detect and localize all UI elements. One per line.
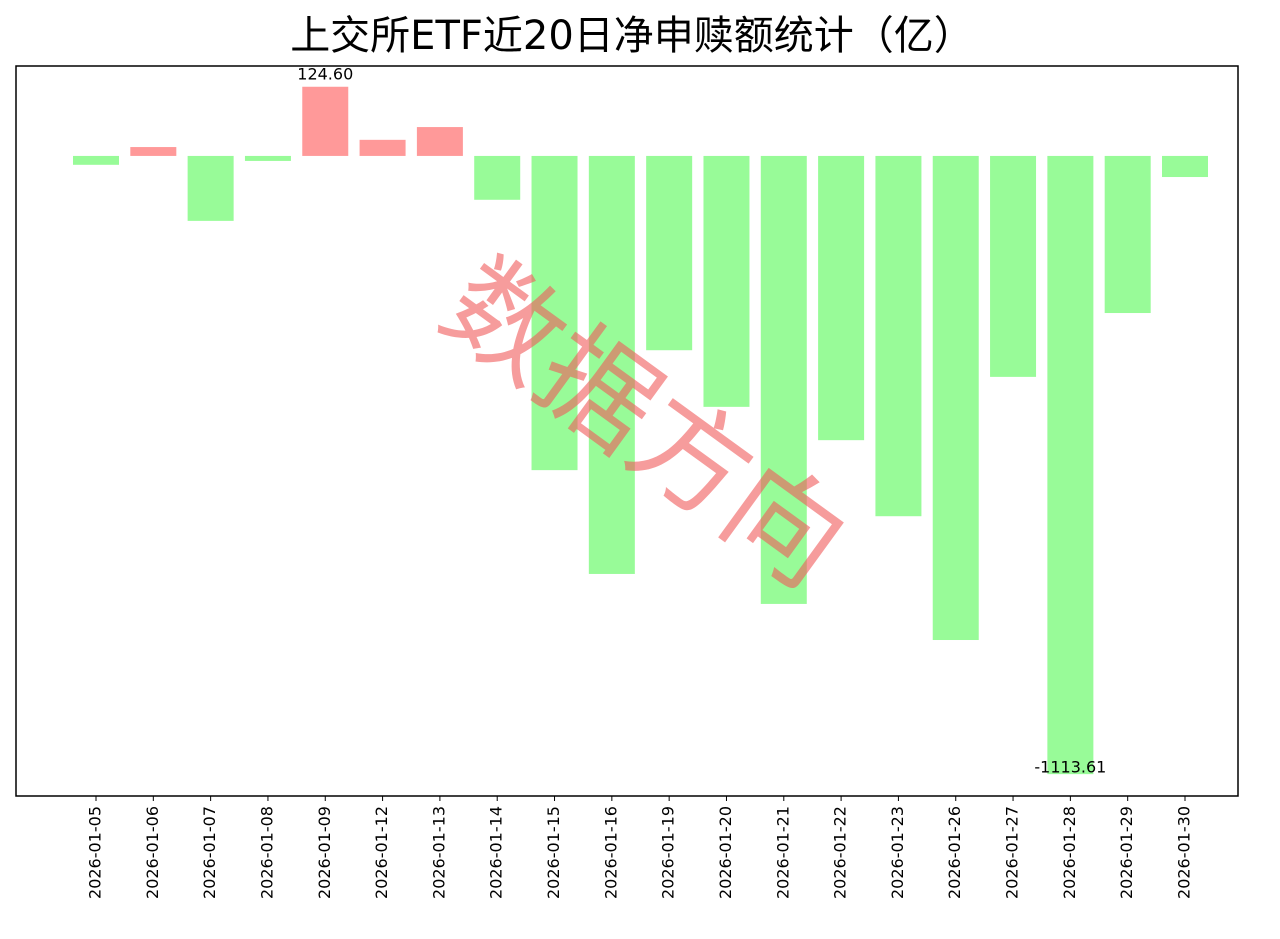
- x-tick-label: 2026-01-16: [601, 806, 620, 899]
- x-tick-label: 2026-01-12: [372, 806, 391, 899]
- bar: [1047, 155, 1094, 775]
- x-tick-label: 2026-01-28: [1060, 806, 1079, 899]
- bar: [244, 155, 291, 161]
- bar: [703, 155, 750, 407]
- bar: [187, 155, 234, 221]
- bar: [1104, 155, 1151, 314]
- x-tick-label: 2026-01-26: [945, 806, 964, 899]
- bar: [474, 155, 521, 200]
- bar: [818, 155, 865, 441]
- plot-frame: [15, 65, 1239, 797]
- x-tick-label: 2026-01-21: [773, 806, 792, 899]
- value-label: 124.60: [297, 64, 353, 83]
- x-tick-label: 2026-01-30: [1175, 806, 1194, 899]
- bar: [760, 155, 807, 604]
- x-tick-label: 2026-01-08: [257, 806, 276, 899]
- bar: [875, 155, 922, 517]
- bar: [588, 155, 635, 574]
- bar: [932, 155, 979, 641]
- x-tick-label: 2026-01-14: [487, 806, 506, 899]
- bar: [130, 147, 177, 156]
- value-label: -1113.61: [1034, 758, 1106, 777]
- bar: [73, 155, 119, 165]
- bar: [302, 86, 349, 156]
- x-tick-label: 2026-01-05: [86, 806, 105, 899]
- bars: [73, 86, 1208, 775]
- bar: [416, 127, 463, 156]
- x-tick-label: 2026-01-27: [1003, 806, 1022, 899]
- bar: [1162, 155, 1208, 178]
- x-tick-label: 2026-01-09: [315, 806, 334, 899]
- x-tick-label: 2026-01-23: [888, 806, 907, 899]
- x-tick-label: 2026-01-06: [143, 806, 162, 899]
- x-tick-label: 2026-01-07: [200, 806, 219, 899]
- x-tick-label: 2026-01-13: [429, 806, 448, 899]
- x-tick-label: 2026-01-29: [1117, 806, 1136, 899]
- bar: [646, 155, 693, 351]
- x-tick-label: 2026-01-20: [716, 806, 735, 899]
- x-tick-label: 2026-01-15: [544, 806, 563, 899]
- bar: [531, 155, 578, 471]
- bar: [990, 155, 1037, 377]
- x-tick-label: 2026-01-19: [659, 806, 678, 899]
- chart-title: 上交所ETF近20日净申赎额统计（亿）: [290, 13, 974, 59]
- x-tick-label: 2026-01-22: [831, 806, 850, 899]
- bar: [359, 139, 406, 156]
